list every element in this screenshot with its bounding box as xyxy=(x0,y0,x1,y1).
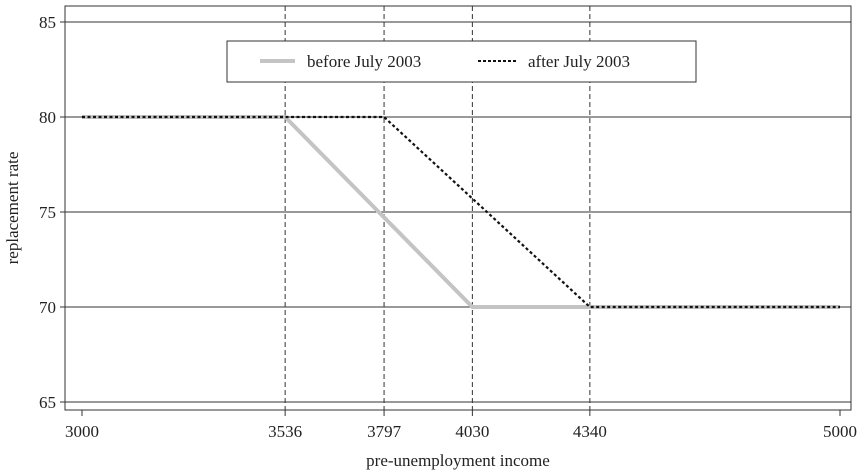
x-axis-label: pre-unemployment income xyxy=(366,451,550,470)
x-tick-label: 3536 xyxy=(268,422,302,441)
y-tick-label: 80 xyxy=(39,108,56,127)
y-tick-label: 70 xyxy=(39,298,56,317)
x-tick-label: 3797 xyxy=(367,422,402,441)
y-tick-label: 75 xyxy=(39,203,56,222)
legend-box xyxy=(226,40,697,83)
x-tick-label: 3000 xyxy=(65,422,99,441)
legend-label-before: before July 2003 xyxy=(307,52,421,71)
series-layer xyxy=(82,115,840,309)
legend-label-after: after July 2003 xyxy=(528,52,630,71)
x-tick-label: 4030 xyxy=(455,422,489,441)
y-tick-label: 85 xyxy=(39,13,56,32)
x-tick-label: 4340 xyxy=(573,422,607,441)
y-axis-label: replacement rate xyxy=(3,152,22,265)
y-tick-label: 65 xyxy=(39,393,56,412)
plot-frame xyxy=(64,5,852,411)
series-line-after xyxy=(82,115,840,309)
legend: before July 2003 after July 2003 xyxy=(226,40,697,83)
x-tick-label: 5000 xyxy=(823,422,857,441)
axis-layer: 65 70 75 80 85 3000 3536 3797 4030 4340 5000 xyxy=(39,13,857,441)
